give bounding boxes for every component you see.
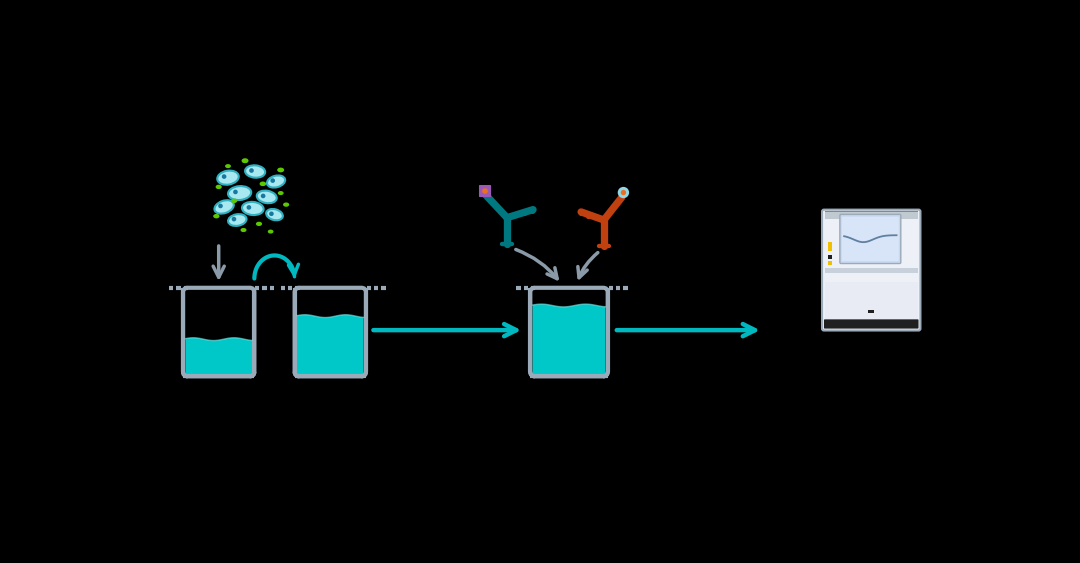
Bar	[868, 310, 875, 313]
Circle shape	[621, 190, 626, 195]
Ellipse shape	[245, 166, 266, 178]
Ellipse shape	[242, 202, 264, 215]
FancyBboxPatch shape	[822, 209, 920, 330]
Ellipse shape	[241, 228, 246, 232]
Bar	[825, 283, 918, 321]
Ellipse shape	[266, 209, 283, 220]
Circle shape	[269, 212, 273, 216]
Ellipse shape	[231, 199, 238, 203]
Circle shape	[246, 205, 252, 210]
Circle shape	[249, 168, 254, 173]
Ellipse shape	[283, 203, 289, 207]
Ellipse shape	[215, 200, 234, 213]
Ellipse shape	[259, 181, 266, 186]
Bar	[828, 242, 832, 251]
Ellipse shape	[278, 168, 284, 172]
Ellipse shape	[268, 230, 273, 234]
Bar	[828, 254, 832, 260]
Circle shape	[260, 194, 266, 198]
Circle shape	[218, 204, 222, 208]
Ellipse shape	[242, 158, 248, 163]
Polygon shape	[186, 338, 252, 376]
FancyBboxPatch shape	[840, 215, 901, 263]
Circle shape	[618, 187, 630, 198]
Circle shape	[482, 188, 488, 194]
Bar	[825, 212, 918, 219]
Circle shape	[270, 178, 275, 183]
Bar	[828, 261, 832, 265]
Ellipse shape	[225, 164, 231, 168]
Circle shape	[231, 217, 237, 221]
Ellipse shape	[216, 185, 221, 189]
Ellipse shape	[278, 191, 284, 195]
Circle shape	[221, 175, 227, 179]
FancyBboxPatch shape	[478, 185, 491, 197]
Polygon shape	[532, 304, 606, 376]
Polygon shape	[297, 315, 364, 376]
FancyBboxPatch shape	[841, 217, 899, 261]
Ellipse shape	[257, 191, 276, 203]
Ellipse shape	[256, 222, 262, 226]
Ellipse shape	[228, 186, 252, 200]
Circle shape	[233, 190, 238, 194]
Bar	[825, 268, 918, 273]
Ellipse shape	[267, 176, 285, 187]
Ellipse shape	[228, 214, 246, 226]
Ellipse shape	[217, 171, 239, 185]
FancyBboxPatch shape	[824, 319, 918, 329]
Bar	[825, 211, 918, 212]
Ellipse shape	[213, 214, 219, 218]
